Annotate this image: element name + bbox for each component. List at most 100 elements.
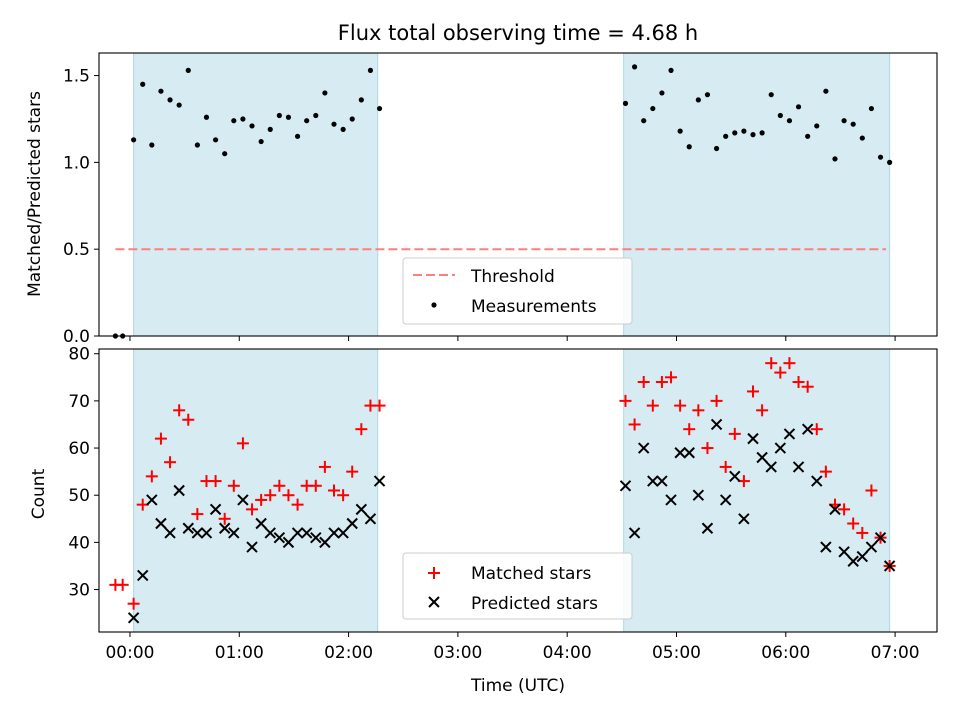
measurement-point bbox=[668, 67, 674, 73]
measurement-point bbox=[868, 105, 875, 112]
matched-star-point bbox=[865, 484, 878, 497]
measurement-point bbox=[340, 126, 346, 132]
count-axes-frame bbox=[98, 348, 938, 633]
predicted-star-point bbox=[337, 527, 349, 539]
predicted-star-point bbox=[847, 555, 859, 567]
matched-star-point bbox=[719, 460, 732, 473]
matched-star-point bbox=[355, 423, 368, 436]
matched-star-point bbox=[674, 399, 687, 412]
measurement-point bbox=[194, 142, 200, 148]
predicted-star-point bbox=[273, 531, 286, 544]
predicted-star-point bbox=[146, 494, 158, 506]
predicted-star-point bbox=[637, 442, 650, 454]
predicted-star-point bbox=[200, 527, 213, 539]
predicted-star-point bbox=[209, 503, 222, 516]
matched-star-point bbox=[692, 404, 705, 417]
measurement-point bbox=[176, 102, 182, 108]
predicted-star-point bbox=[874, 531, 887, 544]
matched-star-point bbox=[236, 437, 249, 450]
measurement-point bbox=[131, 137, 137, 143]
predicted-star-point bbox=[783, 428, 796, 440]
matched-star-point bbox=[127, 597, 140, 610]
matched-star-point bbox=[291, 498, 304, 511]
y-tick-label: 80 bbox=[68, 345, 90, 365]
matched-legend-label: Matched stars bbox=[471, 564, 591, 584]
measurement-point bbox=[367, 67, 374, 73]
predicted-star-point bbox=[237, 494, 249, 506]
predicted-star-point bbox=[856, 550, 869, 563]
measurement-point bbox=[650, 105, 656, 112]
matched-star-point bbox=[701, 442, 714, 455]
predicted-legend-swatch bbox=[428, 596, 440, 608]
measurement-point bbox=[814, 123, 820, 129]
measurement-point bbox=[149, 142, 155, 148]
observing-span bbox=[133, 348, 379, 633]
matched-star-point bbox=[838, 503, 851, 516]
x-tick-label: 01:00 bbox=[215, 643, 264, 663]
y-tick-label: 70 bbox=[68, 392, 90, 412]
predicted-star-point bbox=[883, 560, 896, 572]
measurement-point bbox=[750, 132, 756, 138]
matched-star-point bbox=[801, 380, 814, 393]
measurement-point bbox=[212, 137, 219, 143]
measurement-point bbox=[140, 81, 146, 87]
predicted-star-point bbox=[218, 522, 231, 534]
measurement-point bbox=[695, 97, 701, 103]
measurement-point bbox=[304, 118, 310, 124]
measurement-point bbox=[777, 112, 783, 119]
predicted-star-point bbox=[765, 461, 777, 473]
measurement-point bbox=[768, 92, 774, 98]
predicted-star-point bbox=[829, 503, 841, 516]
predicted-star-point bbox=[719, 494, 732, 506]
predicted-star-point bbox=[319, 536, 331, 549]
predicted-star-point bbox=[838, 546, 850, 558]
predicted-star-point bbox=[710, 418, 723, 431]
matched-star-point bbox=[783, 357, 796, 370]
matched-star-point bbox=[637, 376, 650, 389]
ratio-legend: Threshold Measurements bbox=[402, 257, 633, 325]
count-y-axis-label: Count bbox=[29, 468, 49, 519]
ratio-axes-frame bbox=[98, 52, 938, 337]
matched-star-point bbox=[282, 489, 295, 502]
observing-span bbox=[623, 52, 891, 337]
y-tick-label: 1.0 bbox=[63, 153, 90, 173]
matched-star-point bbox=[346, 465, 359, 478]
predicted-star-point bbox=[820, 541, 832, 553]
matched-star-point bbox=[264, 489, 277, 502]
measurement-point bbox=[631, 64, 638, 70]
x-tick-label: 05:00 bbox=[652, 643, 701, 663]
count-legend: Matched stars Predicted stars bbox=[402, 552, 633, 620]
predicted-star-point bbox=[619, 480, 632, 492]
observing-span bbox=[623, 348, 891, 633]
measurement-point bbox=[832, 156, 838, 162]
matched-star-point bbox=[774, 366, 787, 379]
x-tick-label: 04:00 bbox=[543, 643, 592, 663]
measurement-point bbox=[158, 88, 164, 94]
predicted-star-point bbox=[228, 527, 240, 539]
matched-star-point bbox=[337, 489, 350, 502]
measurement-point bbox=[805, 133, 811, 139]
matched-star-point bbox=[710, 394, 723, 407]
predicted-star-point bbox=[346, 517, 358, 530]
measurement-point bbox=[823, 88, 829, 94]
measurement-point bbox=[686, 144, 692, 150]
matched-legend-swatch bbox=[428, 567, 440, 579]
measurement-point bbox=[795, 104, 802, 110]
measurement-point bbox=[331, 121, 337, 127]
matched-star-point bbox=[655, 376, 668, 389]
predicted-star-point bbox=[701, 522, 714, 534]
measurement-point bbox=[641, 118, 647, 124]
matched-star-point bbox=[191, 508, 204, 521]
matched-star-point bbox=[154, 432, 167, 445]
predicted-star-point bbox=[792, 461, 805, 473]
predicted-star-point bbox=[692, 489, 705, 501]
matched-star-point bbox=[318, 460, 331, 473]
matched-star-point bbox=[856, 526, 869, 539]
threshold-legend-label: Threshold bbox=[470, 267, 555, 287]
y-tick-label: 60 bbox=[68, 439, 90, 459]
y-tick-label: 40 bbox=[68, 533, 90, 553]
measurement-point bbox=[313, 112, 319, 119]
predicted-star-point bbox=[155, 517, 167, 530]
predicted-star-point bbox=[674, 447, 686, 459]
predicted-star-point bbox=[801, 423, 814, 435]
